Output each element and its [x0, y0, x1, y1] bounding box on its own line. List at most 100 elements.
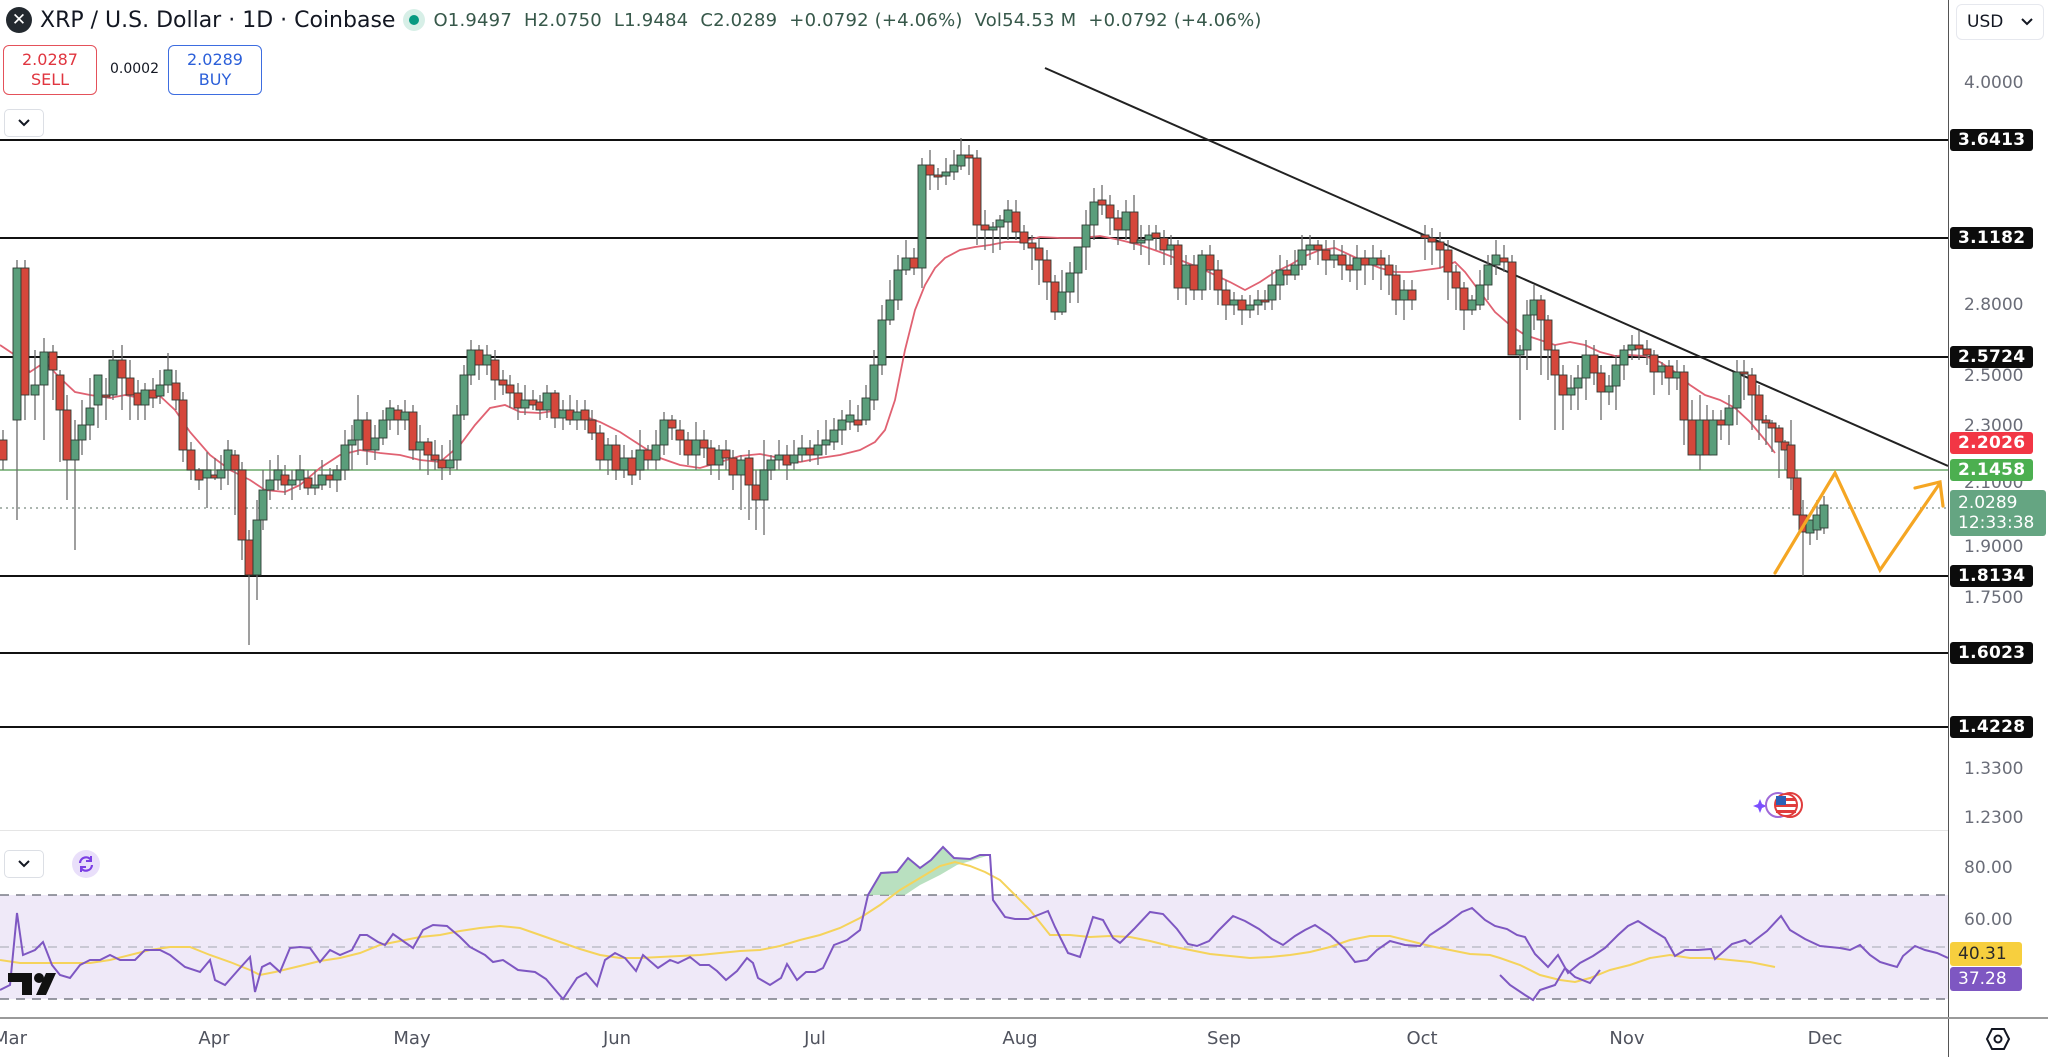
candle-up — [813, 444, 823, 456]
candle-up — [995, 219, 1005, 228]
candle-up — [1245, 304, 1255, 311]
candle-up — [310, 484, 320, 489]
change-value: +0.0792 (+4.06%) — [789, 9, 963, 31]
rsi-line — [0, 845, 1948, 1001]
candle-up — [821, 439, 831, 446]
level-label-support[interactable]: 1.4228 — [1950, 716, 2034, 738]
candle-down — [1011, 211, 1021, 233]
price-tick: 2.8000 — [1964, 295, 2024, 315]
candle-up — [659, 419, 669, 446]
candle-down — [1649, 354, 1659, 373]
candle-up — [520, 399, 530, 409]
level-label-support[interactable]: 1.6023 — [1950, 642, 2034, 664]
candle-up — [1368, 257, 1378, 266]
candle-down — [125, 377, 135, 396]
refresh-icon — [78, 856, 94, 872]
price-tick: 1.2300 — [1964, 808, 2024, 828]
candle-down — [194, 469, 204, 481]
candle-down — [1679, 371, 1689, 421]
rsi-pane[interactable] — [0, 831, 1948, 1011]
candle-up — [603, 444, 613, 461]
candle-up — [1089, 201, 1099, 226]
pane-separator[interactable] — [0, 830, 1948, 831]
candle-down — [1027, 242, 1037, 249]
candle-down — [667, 419, 677, 429]
rsi-value-label: 37.28 — [1950, 967, 2022, 991]
candle-down — [706, 447, 716, 466]
collapse-legend-button[interactable] — [4, 109, 44, 137]
candle-up — [619, 457, 629, 471]
chevron-down-icon — [18, 119, 30, 127]
rsi-overbought-fill — [868, 847, 990, 895]
candle-up — [1491, 254, 1501, 266]
chart-settings-button[interactable] — [1985, 1027, 2011, 1055]
candlesticks — [0, 138, 1829, 645]
candle-up — [1566, 387, 1576, 396]
currency-select[interactable]: USD — [1956, 4, 2044, 40]
candle-down — [980, 224, 990, 231]
time-axis-label: Apr — [198, 1028, 230, 1049]
level-label-resistance[interactable]: 3.6413 — [1950, 129, 2034, 151]
ma-value-label: 2.2026 — [1950, 432, 2034, 454]
axis-corner-border — [1948, 1017, 2048, 1019]
candle-down — [853, 419, 863, 426]
level-label-resistance[interactable]: 3.1182 — [1950, 227, 2034, 249]
candle-down — [1596, 372, 1606, 393]
candle-down — [490, 359, 500, 381]
price-tick: 1.3300 — [1964, 759, 2024, 779]
candle-up — [1724, 407, 1734, 426]
candle-up — [1275, 269, 1285, 286]
level-label-support[interactable]: 1.8134 — [1950, 565, 2034, 587]
candle-down — [587, 419, 597, 434]
candle-down — [1435, 241, 1445, 251]
candle-down — [1664, 365, 1674, 379]
candle-down — [1213, 269, 1223, 291]
candle-down — [805, 447, 815, 456]
candle-up — [1581, 354, 1591, 379]
candle-up — [415, 441, 425, 451]
candle-down — [101, 394, 111, 398]
sell-button[interactable]: 2.0287 SELL — [3, 45, 97, 95]
candle-down — [48, 351, 58, 371]
candle-up — [1181, 264, 1191, 289]
candle-down — [1642, 348, 1652, 356]
price-tick: 1.7500 — [1964, 588, 2024, 608]
candle-down — [20, 267, 30, 396]
symbol-title[interactable]: XRP / U.S. Dollar · 1D · Coinbase — [40, 7, 396, 33]
candle-up — [893, 269, 903, 301]
candle-up — [163, 369, 173, 386]
candle-down — [1716, 419, 1726, 426]
candle-up — [93, 374, 103, 406]
price-tick: 1.9000 — [1964, 537, 2024, 557]
buy-button[interactable]: 2.0289 BUY — [168, 45, 262, 95]
candle-down — [1687, 419, 1697, 456]
level-label-resistance[interactable]: 2.5724 — [1950, 346, 2034, 368]
candle-up — [691, 439, 701, 456]
market-open-dot-icon — [403, 9, 426, 31]
candle-up — [845, 414, 855, 423]
refresh-indicator-button[interactable] — [72, 850, 100, 878]
spread-value: 0.0002 — [110, 61, 159, 77]
candle-down — [437, 459, 447, 469]
candle-down — [1105, 204, 1115, 219]
candle-down — [595, 432, 605, 461]
candle-down — [728, 457, 738, 476]
price-chart-canvas[interactable] — [0, 0, 1948, 830]
candle-down — [498, 379, 508, 386]
candle-down — [909, 257, 919, 269]
candle-down — [230, 454, 240, 471]
candle-up — [941, 171, 951, 177]
candle-down — [474, 349, 484, 366]
bar-countdown: 12:33:38 — [1958, 513, 2035, 533]
candle-up — [1297, 249, 1307, 266]
candle-up — [30, 384, 40, 396]
candle-down — [1499, 257, 1509, 263]
candle-down — [1747, 374, 1757, 396]
candle-down — [964, 154, 974, 159]
candle-up — [265, 479, 275, 491]
collapse-indicator-button[interactable] — [4, 850, 44, 878]
candle-up — [949, 164, 959, 173]
candle-up — [70, 439, 80, 461]
candle-up — [216, 469, 226, 479]
candle-up — [1515, 349, 1525, 356]
